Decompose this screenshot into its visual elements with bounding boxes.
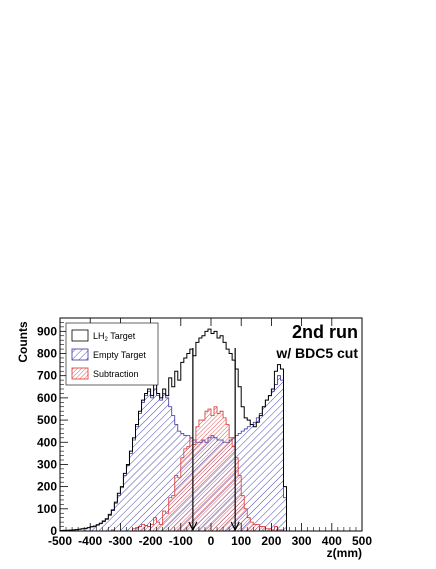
x-tick-label: -400 [78, 534, 102, 548]
y-tick-label: 300 [37, 457, 57, 471]
x-tick-label: -100 [169, 534, 193, 548]
series-line-subtraction [60, 406, 362, 532]
x-tick-label: -300 [108, 534, 132, 548]
legend-swatch-sub [71, 367, 89, 380]
y-tick-label: 900 [37, 324, 57, 338]
y-tick-label: 0 [50, 524, 57, 538]
x-tick-label: -200 [139, 534, 163, 548]
legend-label-lh2: LH2 Target [93, 331, 136, 343]
y-tick-label: 800 [37, 347, 57, 361]
x-axis-label: z(mm) [327, 546, 362, 560]
x-tick-label: 500 [352, 534, 372, 548]
legend-label-sub: Subtraction [93, 369, 139, 379]
series-subtraction [60, 406, 362, 532]
y-tick-label: 500 [37, 413, 57, 427]
legend-label-empty: Empty Target [93, 350, 146, 360]
x-tick-label: 400 [322, 534, 342, 548]
legend-swatch-empty [71, 348, 89, 361]
x-tick-label: 100 [231, 534, 251, 548]
annotation-run: 2nd run [292, 322, 358, 342]
legend-swatch-lh2 [71, 329, 89, 342]
series-line-lh2-target [59, 328, 362, 532]
y-tick-label: 700 [37, 369, 57, 383]
annotation-cut: w/ BDC5 cut [275, 345, 358, 361]
x-tick-label: 0 [208, 534, 215, 548]
axes: -500 -400 -300 -200 -100 0 100 200 300 400 500 0 100… [37, 317, 372, 548]
y-tick-label: 600 [37, 391, 57, 405]
y-tick-label: 200 [37, 480, 57, 494]
y-tick-label: 100 [37, 502, 57, 516]
x-tick-label: 300 [292, 534, 312, 548]
x-tick-label: 200 [261, 534, 281, 548]
x-tick-label: -500 [48, 534, 72, 548]
y-axis-label: Counts [16, 321, 30, 363]
y-tick-label: 400 [37, 435, 57, 449]
legend: LH2 Target Empty Target Subtraction [65, 322, 159, 386]
series-lh2-target [59, 328, 362, 532]
